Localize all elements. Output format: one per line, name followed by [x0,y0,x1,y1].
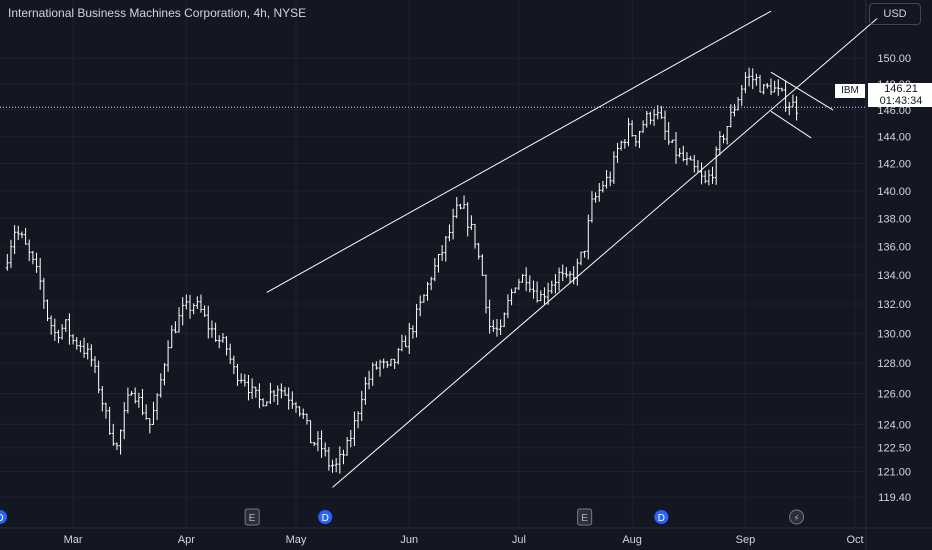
bar-countdown: 01:43:34 [879,95,923,107]
earnings-icon [577,508,593,526]
price-tick-label: 138.00 [877,213,911,225]
price-tick-label: 119.40 [878,492,911,504]
time-tick-label: Sep [736,534,756,546]
event-marker: D [318,510,333,524]
time-tick-label: Aug [622,534,642,546]
event-markers: D E D E D ⚡ [0,508,805,526]
time-tick-label: Mar [64,534,83,546]
event-label: ⚡ [793,514,799,524]
price-tick-label: 126.00 [877,389,911,401]
price-tick-label: 130.00 [877,328,911,340]
earnings-icon [244,508,260,526]
trendline-flag-lower [770,110,812,139]
time-tick-label: Jun [400,534,418,546]
trendline-channel-lower [332,18,878,488]
dividend-icon [0,510,7,524]
price-tick-label: 132.00 [877,299,911,311]
event-label: D [322,513,329,524]
split-icon [789,509,805,525]
time-tick-label: Jul [512,534,526,546]
event-marker: D [654,510,669,524]
price-tick-label: 134.00 [877,270,911,282]
price-tick-label: 144.00 [877,132,911,144]
trendlines [0,10,878,488]
price-axis[interactable]: 150.00148.00146.00144.00142.00140.00138.… [877,53,911,504]
event-label: E [249,513,256,524]
price-tick-label: 124.00 [877,419,911,431]
currency-button[interactable]: USD [869,3,921,25]
last-price: 146.21 [884,83,918,95]
price-tick-label: 122.50 [877,443,911,455]
chart-title: International Business Machines Corporat… [8,6,307,20]
event-label: D [658,513,665,524]
ticker-label: IBM [835,84,865,98]
event-marker: D [0,510,7,524]
trendline-flag-upper [770,71,834,111]
event-marker: E [577,508,593,526]
time-tick-label: Oct [846,534,863,546]
time-tick-label: May [286,534,307,546]
event-label: D [0,513,4,524]
time-axis[interactable]: Mar Apr May Jun Jul Aug Sep Oct [64,534,864,546]
trendline-channel-upper [266,10,772,293]
price-tick-label: 136.00 [877,242,911,254]
time-tick-label: Apr [178,534,195,546]
price-tick-label: 128.00 [877,358,911,370]
price-tick-label: 121.00 [877,466,911,478]
event-label: E [581,513,588,524]
last-price-label: 146.21 01:43:34 [868,83,932,107]
price-bars [5,67,799,474]
dividend-icon [654,510,669,524]
event-marker: ⚡ [789,509,805,525]
price-tick-label: 146.00 [877,105,911,117]
dividend-icon [318,510,333,524]
event-marker: E [244,508,260,526]
price-tick-label: 150.00 [877,53,911,65]
price-tick-label: 140.00 [877,186,911,198]
price-tick-label: 142.00 [877,158,911,170]
